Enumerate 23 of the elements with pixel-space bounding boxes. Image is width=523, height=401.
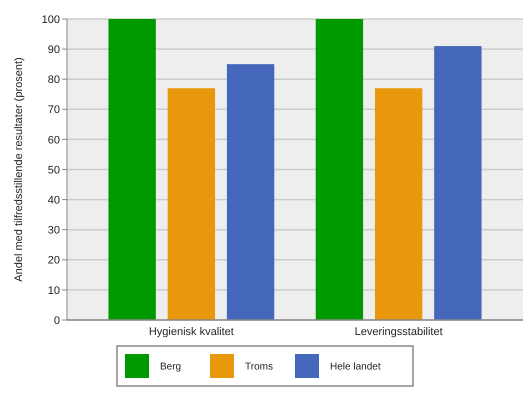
bar [108,19,156,320]
legend-label: Hele landet [330,362,381,372]
y-tick-label: 20 [48,254,60,267]
y-tick-label: 100 [42,14,60,26]
y-axis-title: Andel med tilfredsstillende resultater (prosent) [13,57,25,282]
y-tick-label: 40 [48,194,60,206]
bar [168,88,216,320]
bar [226,64,274,320]
bar [374,88,422,320]
y-tick-label: 30 [48,224,60,237]
legend-label: Troms [245,362,273,372]
legend-label: Berg [160,362,182,372]
y-tick-label: 90 [48,44,60,56]
y-tick-label: 80 [48,74,60,86]
bar [316,19,364,320]
y-tick-label: 60 [48,134,60,146]
y-tick-label: 0 [54,314,60,327]
x-tick-label: Hygienisk kvalitet [148,326,234,338]
x-tick-label: Leveringsstabilitet [354,326,443,338]
y-tick-label: 50 [48,164,60,176]
bar [434,46,482,320]
y-tick-label: 70 [48,104,60,116]
y-tick-label: 10 [48,284,60,297]
